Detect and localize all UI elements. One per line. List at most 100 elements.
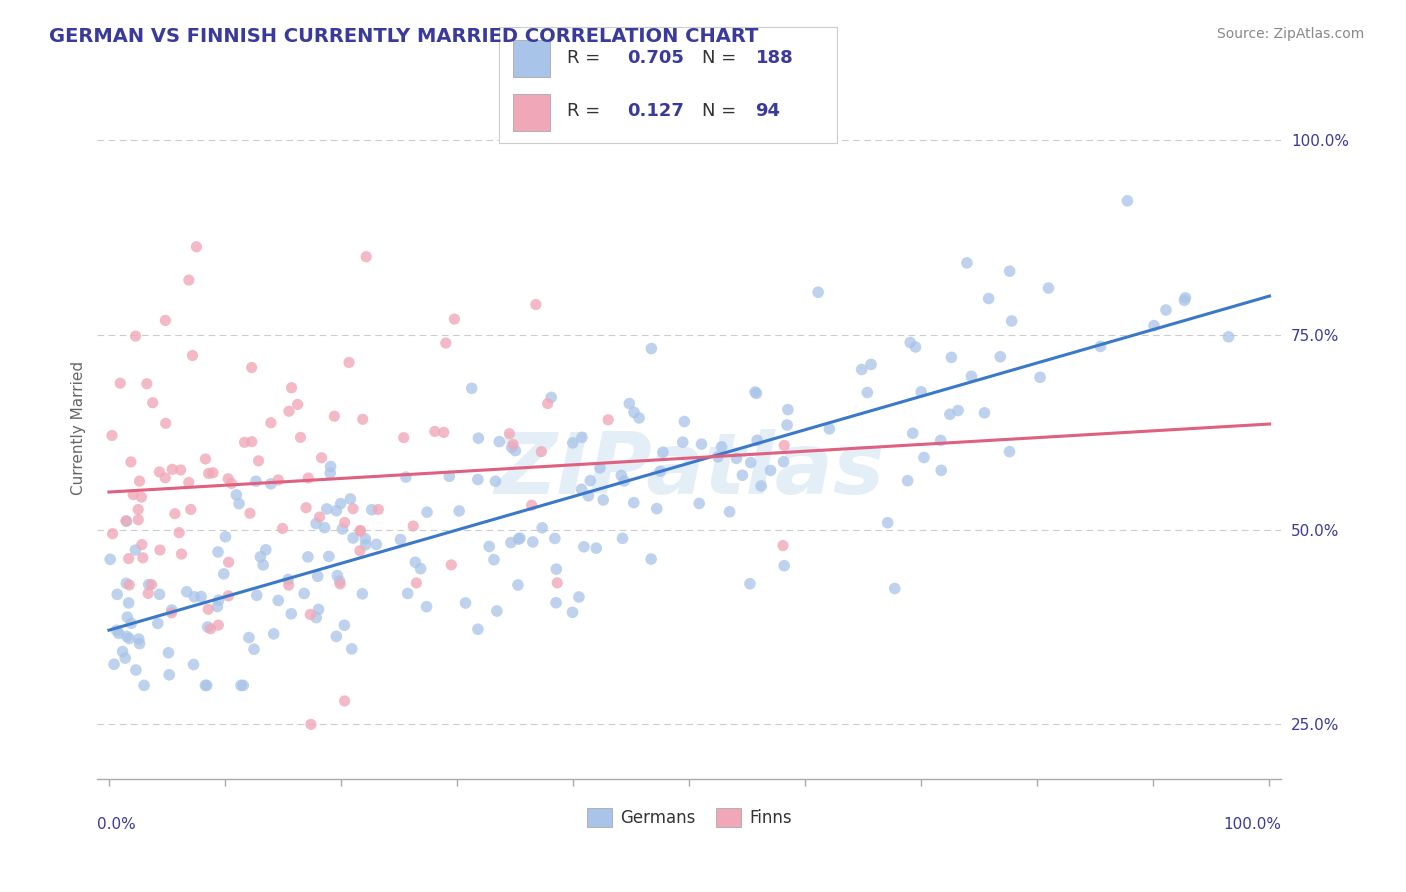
Point [160, 606, 183, 620]
Point [585, 541, 607, 556]
Point [214, 530, 236, 544]
Point [505, 443, 527, 458]
Point [299, 717, 322, 731]
Point [183, 590, 205, 604]
Point [482, 552, 505, 566]
Point [195, 678, 218, 692]
Point [128, 637, 150, 651]
Point [333, 516, 356, 530]
Point [929, 463, 952, 477]
Point [531, 521, 554, 535]
Point [434, 336, 457, 351]
Point [710, 440, 733, 454]
Point [307, 569, 329, 583]
Point [326, 568, 349, 582]
Point [221, 476, 243, 491]
Text: Source: ZipAtlas.com: Source: ZipAtlas.com [1216, 27, 1364, 41]
Point [197, 467, 219, 481]
Point [155, 313, 177, 327]
Text: R =: R = [567, 103, 612, 120]
Point [423, 425, 446, 439]
Point [598, 413, 620, 427]
Point [460, 381, 482, 395]
Point [508, 532, 530, 546]
Point [973, 406, 995, 420]
Point [342, 501, 364, 516]
Point [267, 593, 290, 607]
Text: N =: N = [702, 49, 741, 67]
Point [263, 627, 285, 641]
Point [228, 497, 250, 511]
Point [180, 502, 202, 516]
Point [162, 462, 184, 476]
Point [243, 642, 266, 657]
Point [640, 552, 662, 566]
Point [439, 469, 461, 483]
Point [135, 376, 157, 391]
Point [319, 459, 342, 474]
Text: GERMAN VS FINNISH CURRENTLY MARRIED CORRELATION CHART: GERMAN VS FINNISH CURRENTLY MARRIED CORR… [49, 27, 759, 45]
Point [332, 522, 354, 536]
Point [576, 489, 599, 503]
Point [218, 555, 240, 569]
Point [883, 582, 905, 596]
Point [499, 535, 522, 549]
Point [546, 562, 568, 576]
Point [260, 416, 283, 430]
Point [740, 456, 762, 470]
Point [645, 501, 668, 516]
Point [329, 497, 352, 511]
Point [773, 438, 796, 452]
Point [628, 411, 651, 425]
Point [177, 273, 200, 287]
Point [98, 552, 121, 566]
Point [319, 466, 342, 480]
Point [115, 514, 138, 528]
Point [229, 678, 252, 692]
Point [731, 468, 754, 483]
Point [157, 667, 180, 681]
Point [128, 474, 150, 488]
Point [941, 351, 963, 365]
Point [280, 607, 302, 621]
Point [389, 533, 412, 547]
Text: N =: N = [702, 103, 748, 120]
Point [650, 464, 672, 478]
Point [120, 455, 142, 469]
Point [467, 473, 489, 487]
Point [163, 507, 186, 521]
Point [488, 434, 510, 449]
Point [292, 586, 315, 600]
Point [103, 657, 125, 672]
Point [904, 340, 927, 354]
Point [155, 417, 177, 431]
Point [232, 678, 254, 692]
Point [1038, 281, 1060, 295]
Point [118, 578, 141, 592]
Point [349, 524, 371, 539]
Point [897, 474, 920, 488]
Point [277, 573, 299, 587]
Point [297, 549, 319, 564]
Point [571, 483, 593, 497]
Point [1154, 302, 1177, 317]
Point [396, 586, 419, 600]
Point [280, 381, 302, 395]
Point [245, 475, 267, 489]
Point [128, 632, 150, 646]
Point [299, 607, 322, 622]
Point [440, 558, 463, 572]
Point [738, 576, 761, 591]
Point [619, 396, 641, 410]
Point [127, 502, 149, 516]
Point [745, 434, 768, 448]
Point [349, 524, 371, 538]
Point [194, 452, 217, 467]
Point [117, 610, 139, 624]
Point [404, 555, 426, 569]
Point [240, 360, 263, 375]
Point [142, 395, 165, 409]
Point [443, 312, 465, 326]
Point [138, 577, 160, 591]
Point [325, 504, 347, 518]
